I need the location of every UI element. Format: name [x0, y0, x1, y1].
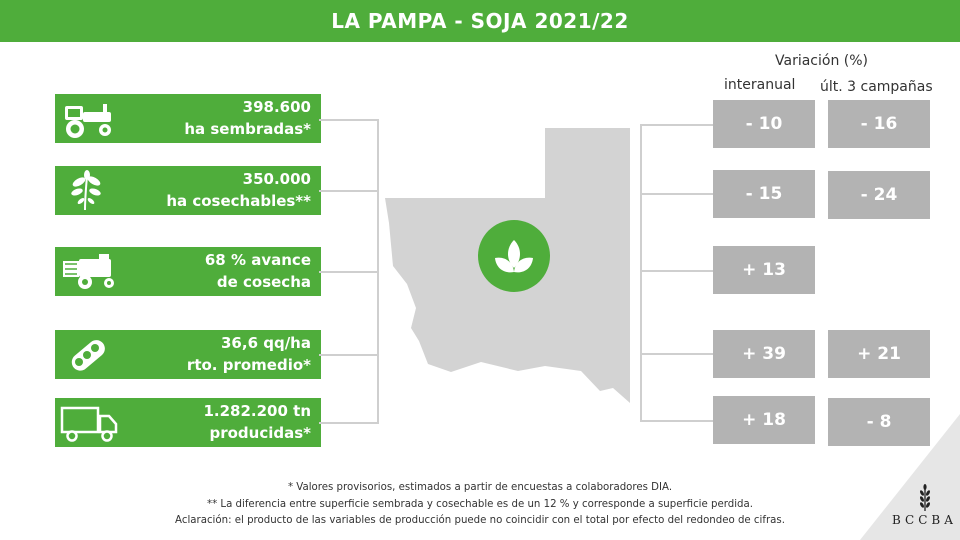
variation-interanual: - 15: [713, 170, 815, 218]
combine-harvester-icon: [63, 254, 114, 289]
variation-ult3: - 24: [828, 171, 930, 219]
footnotes: * Valores provisorios, estimados a parti…: [150, 480, 810, 530]
connector-line: [319, 271, 379, 273]
stat-value: 68 % avance: [204, 251, 311, 269]
variation-interanual: + 39: [713, 330, 815, 378]
tractor-icon: [65, 104, 111, 138]
soybean-plant-icon: [71, 170, 101, 211]
page-title: LA PAMPA - SOJA 2021/22: [331, 9, 629, 33]
footnote: * Valores provisorios, estimados a parti…: [287, 482, 673, 493]
right-connector: [640, 124, 715, 422]
stat-value: 398.600: [242, 98, 311, 116]
corner-decoration: [860, 414, 960, 540]
variation-interanual: - 10: [713, 100, 815, 148]
column-header-interanual: interanual: [724, 77, 796, 93]
stat-value: 350.000: [242, 170, 311, 188]
footnote: ** La diferencia entre superficie sembra…: [206, 498, 754, 510]
stat-produccion: 1.282.200 tn producidas*: [55, 398, 321, 447]
footnote: Aclaración: el producto de las variables…: [175, 515, 785, 526]
connector-line: [640, 353, 715, 355]
stat-rendimiento: 36,6 qq/ha rto. promedio*: [55, 330, 321, 379]
connector-line: [319, 354, 379, 356]
variation-ult3: - 16: [828, 100, 930, 148]
stat-label: rto. promedio*: [186, 356, 311, 374]
soybean-pod-icon: [71, 340, 105, 371]
variation-ult3: + 21: [828, 330, 930, 378]
connector-line: [319, 190, 379, 192]
stat-ha-sembradas: 398.600 ha sembradas*: [55, 94, 321, 143]
title-bar: LA PAMPA - SOJA 2021/22: [0, 0, 960, 42]
variation-interanual: + 18: [713, 396, 815, 444]
wheat-icon: [920, 484, 930, 511]
truck-icon: [60, 406, 118, 442]
stat-avance-cosecha: 68 % avance de cosecha: [55, 247, 321, 296]
stat-label: de cosecha: [216, 273, 311, 291]
stat-label: producidas*: [209, 424, 311, 442]
variation-ult3: - 8: [828, 398, 930, 446]
leaf-logo-icon: [478, 220, 550, 292]
stat-label: ha cosechables**: [166, 192, 311, 210]
stat-value: 1.282.200 tn: [203, 402, 311, 420]
stat-ha-cosechables: 350.000 ha cosechables**: [55, 166, 321, 215]
column-header-ult3: últ. 3 campañas: [820, 79, 933, 95]
variation-interanual: + 13: [713, 246, 815, 294]
variation-header: Variación (%): [775, 53, 868, 69]
connector-line: [640, 270, 715, 272]
stat-label: ha sembradas*: [184, 120, 311, 138]
stat-value: 36,6 qq/ha: [221, 334, 311, 352]
brand-logo-text: BCCBA: [892, 513, 957, 527]
connector-line: [640, 193, 715, 195]
